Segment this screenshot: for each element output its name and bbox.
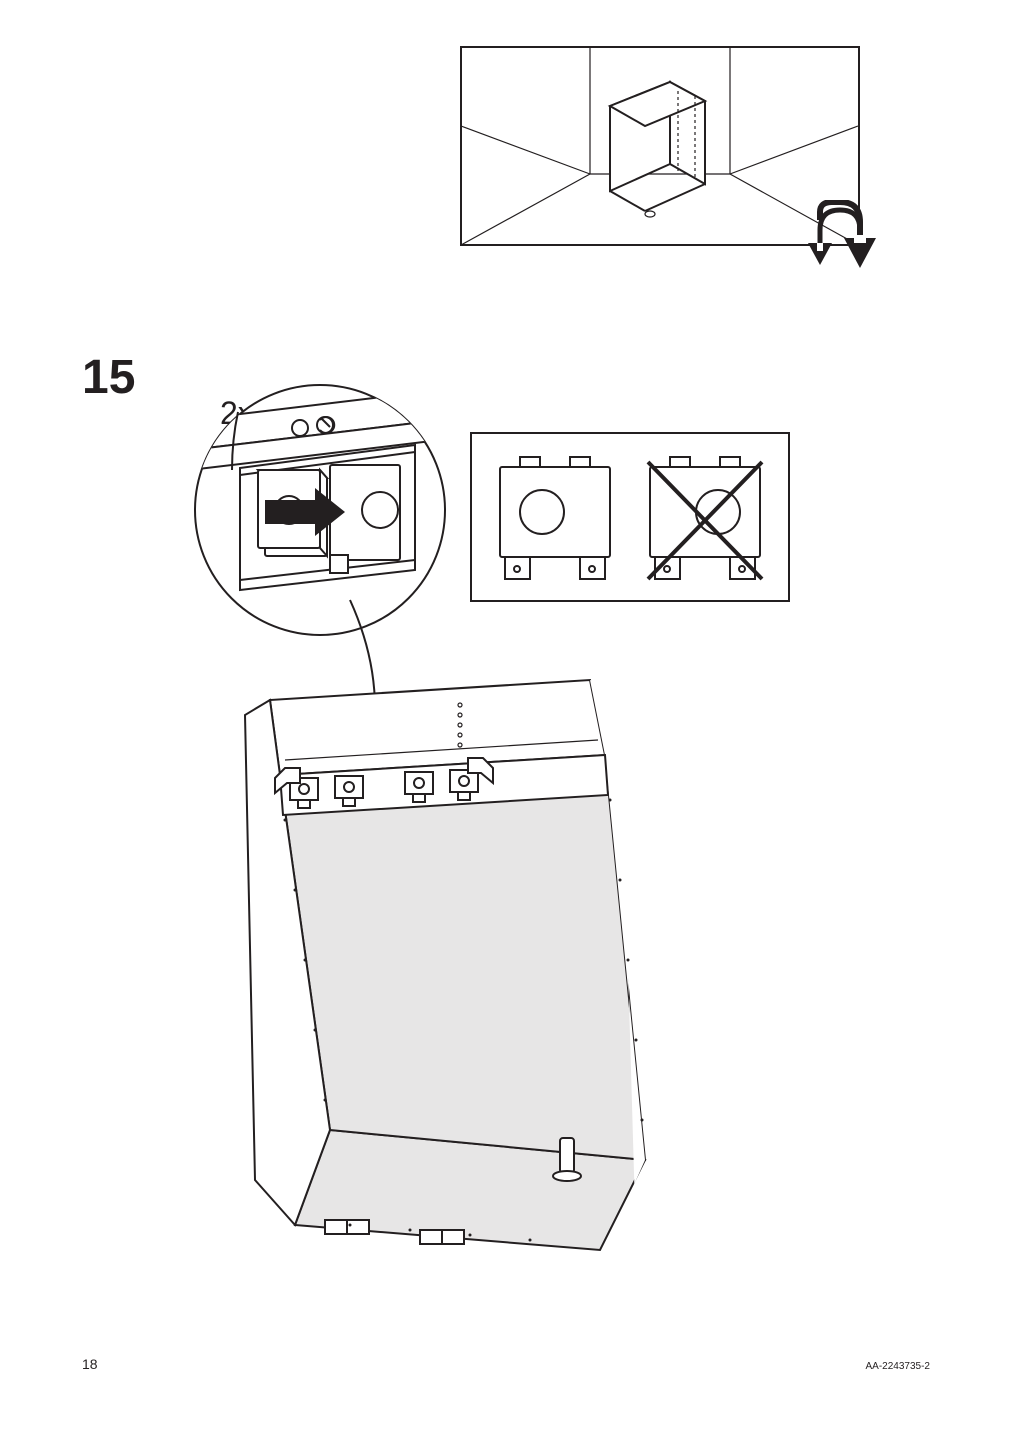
rotate-arrow-icon bbox=[810, 200, 880, 280]
main-cabinet bbox=[210, 660, 730, 1280]
assembly-page: 15 2x 10039571 18 AA-2243735-2 bbox=[0, 0, 1012, 1432]
document-id: AA-2243735-2 bbox=[866, 1361, 931, 1372]
orientation-box bbox=[470, 432, 790, 602]
step-number: 15 bbox=[82, 350, 135, 405]
page-number: 18 bbox=[82, 1356, 98, 1372]
